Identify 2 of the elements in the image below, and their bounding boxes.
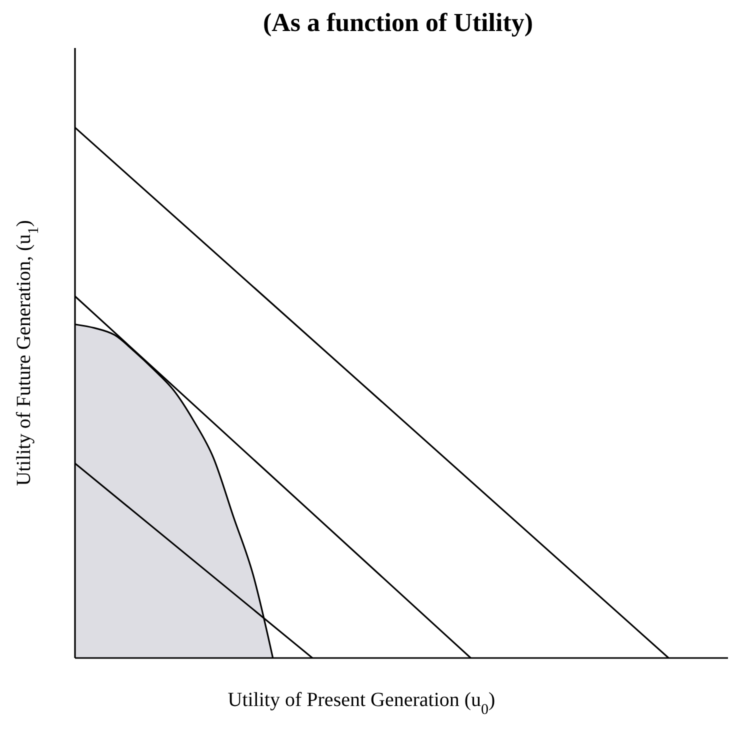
- x-axis-title: Utility of Present Generation (u$_{0}$): [228, 689, 496, 718]
- chart-title: (As a function of Utility): [262, 8, 534, 38]
